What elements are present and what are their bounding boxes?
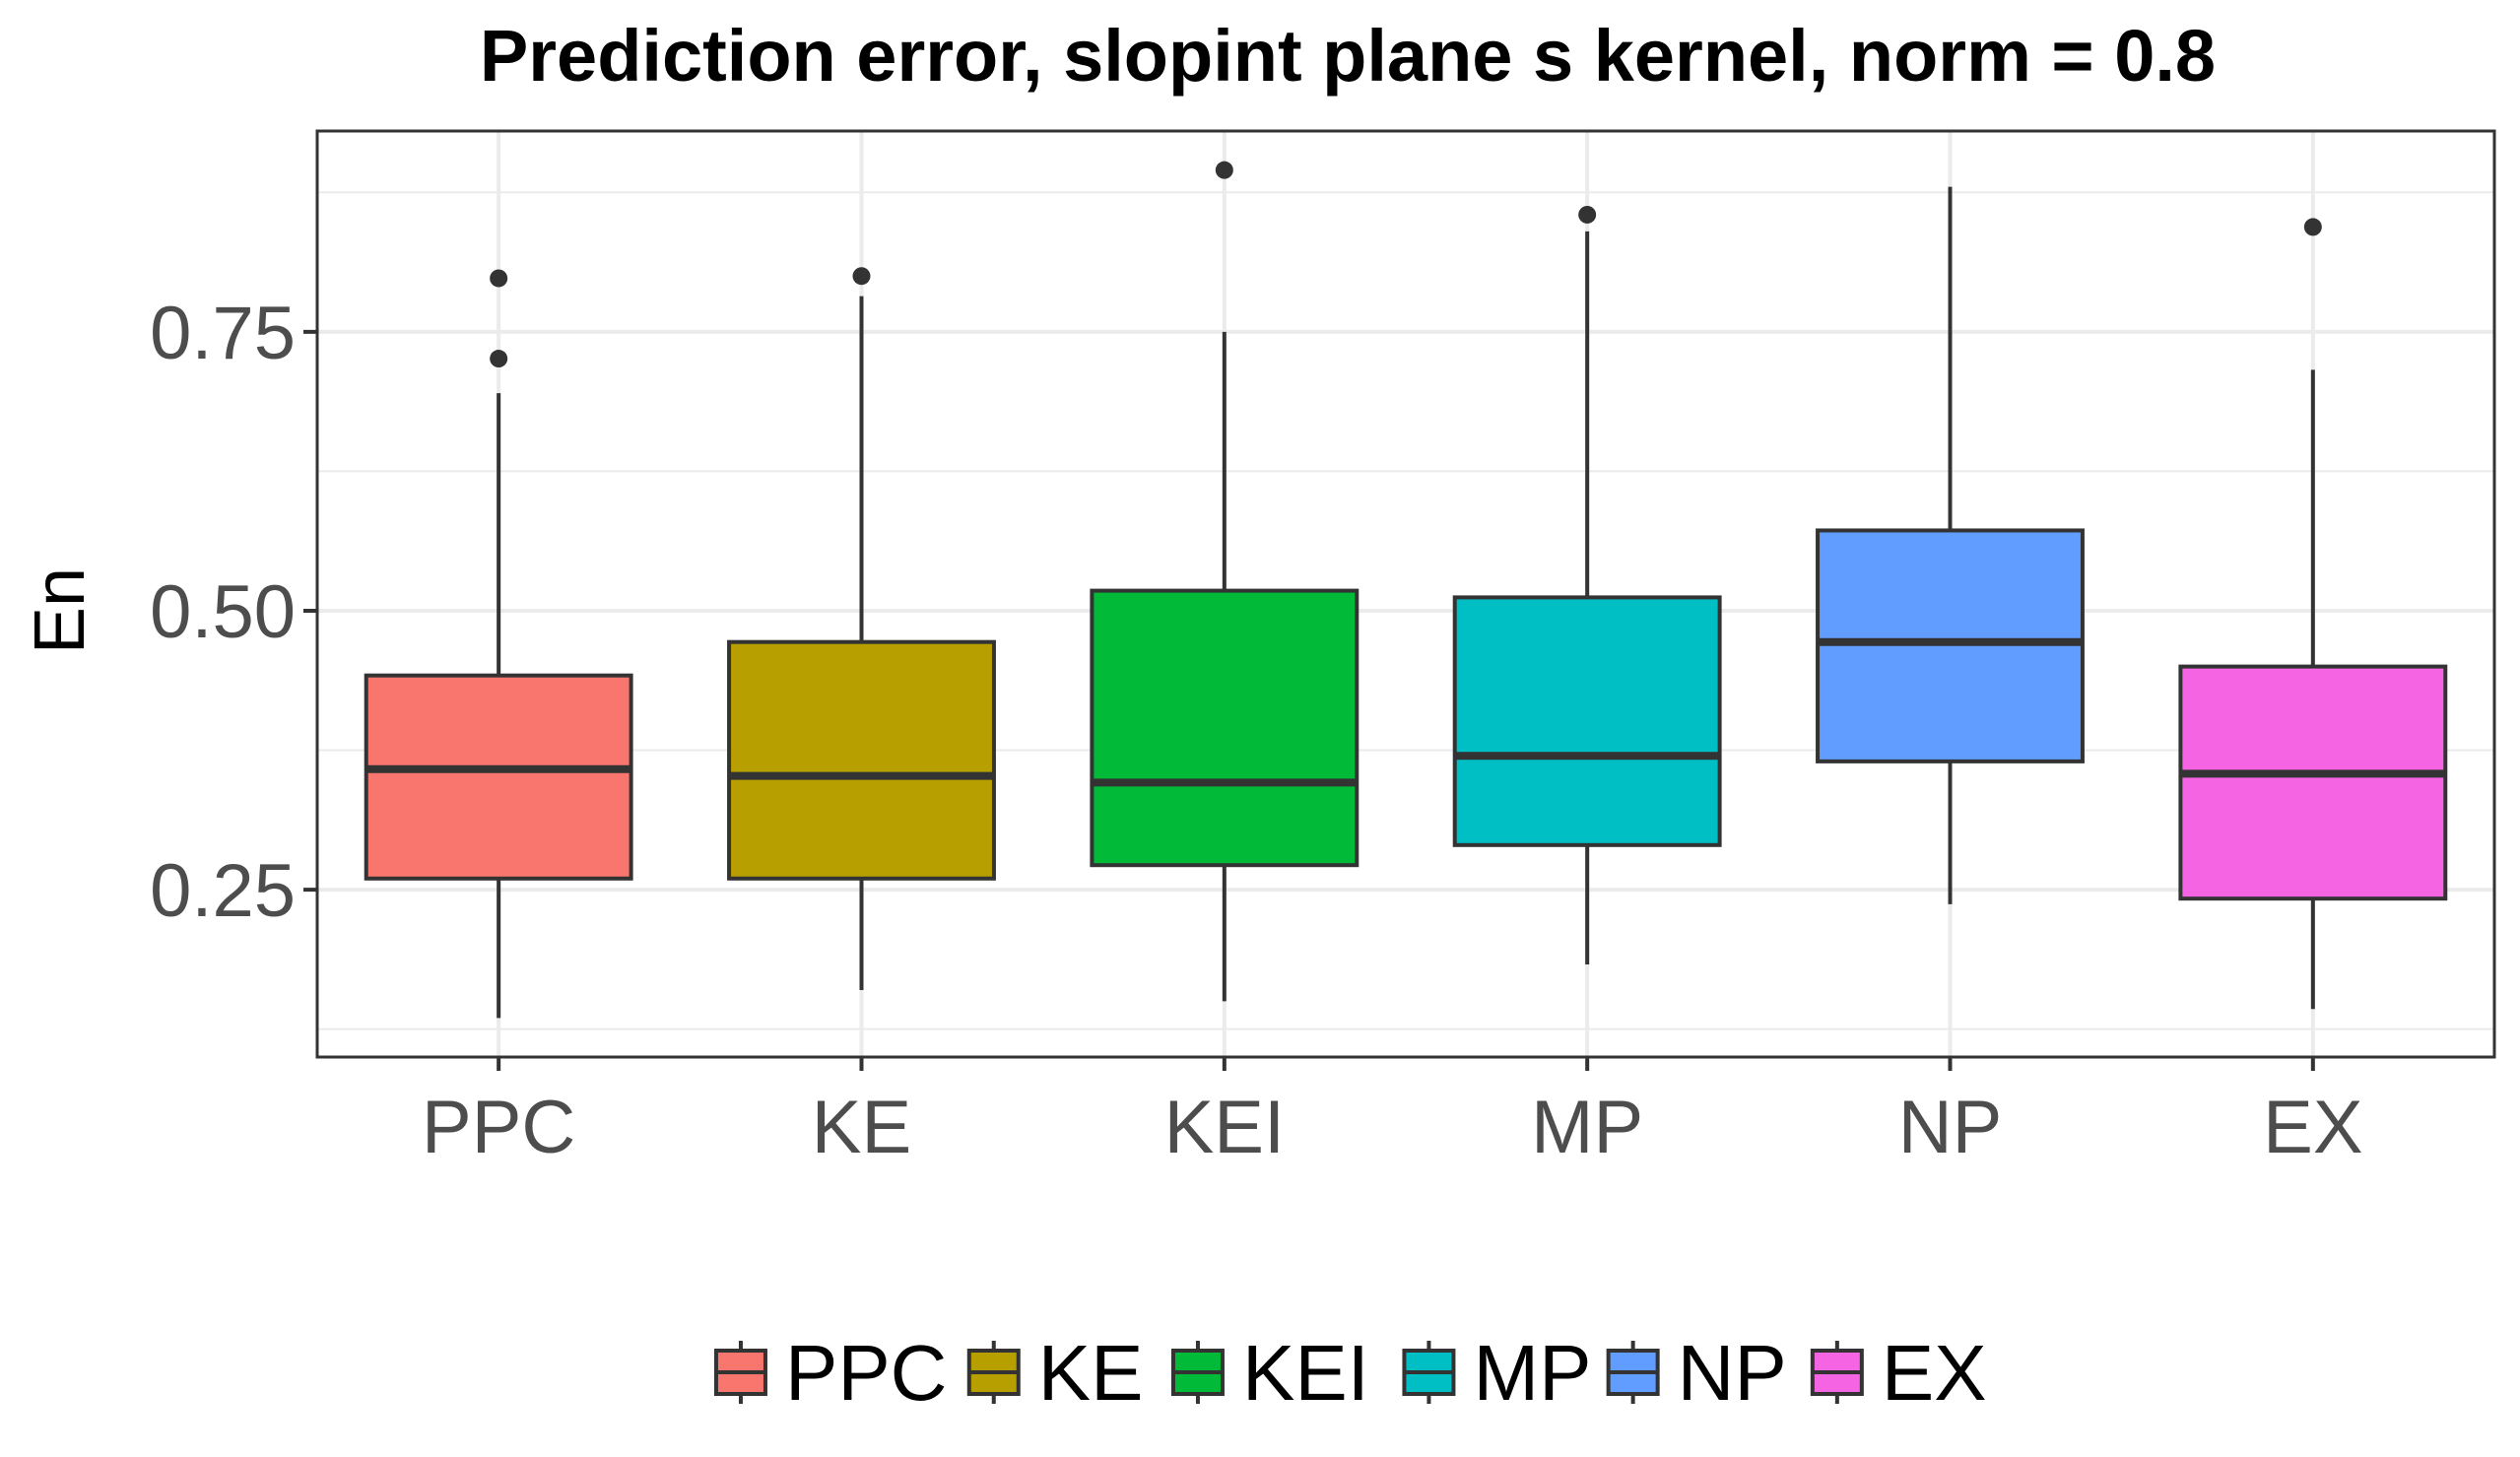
legend: PPC KE KEI MP NP EX xyxy=(713,1329,1987,1417)
legend-label: NP xyxy=(1678,1329,1787,1417)
legend-label: EX xyxy=(1882,1329,1987,1417)
box-np xyxy=(1816,186,2085,904)
plot-border xyxy=(315,129,2496,1059)
x-tick-label: KE xyxy=(812,1086,911,1169)
box-ppc xyxy=(364,269,633,1019)
x-tick-label: KEI xyxy=(1164,1086,1286,1169)
outlier-point xyxy=(1578,205,1597,224)
outlier-point xyxy=(2303,218,2322,236)
y-axis-label: En xyxy=(21,567,99,654)
box-iqr xyxy=(727,639,996,881)
x-tick-label: EX xyxy=(2263,1086,2362,1169)
legend-label: MP xyxy=(1473,1329,1591,1417)
plot-background xyxy=(317,131,2494,1057)
legend-label: KE xyxy=(1038,1329,1144,1417)
legend-label: KEI xyxy=(1242,1329,1369,1417)
box-iqr xyxy=(2178,664,2448,901)
box-ex xyxy=(2178,218,2448,1010)
plot-area: 0.25 0.50 0.75 PPC KE KEI MP NP EX xyxy=(150,129,2496,1169)
legend-item-mp: MP xyxy=(1402,1329,1591,1417)
legend-item-np: NP xyxy=(1606,1329,1787,1417)
y-tick-label: 0.50 xyxy=(150,570,296,654)
legend-item-ex: EX xyxy=(1810,1329,1987,1417)
chart-title: Prediction error, slopint plane s kernel… xyxy=(480,15,2216,97)
box-iqr xyxy=(1452,595,1722,847)
x-tick-label: PPC xyxy=(422,1086,575,1169)
outlier-point xyxy=(490,269,508,288)
outlier-point xyxy=(1215,161,1233,179)
legend-item-ppc: PPC xyxy=(713,1329,948,1417)
box-kei xyxy=(1090,161,1359,1002)
y-tick-label: 0.25 xyxy=(150,849,296,933)
legend-label: PPC xyxy=(785,1329,948,1417)
outlier-point xyxy=(852,267,871,286)
legend-item-kei: KEI xyxy=(1170,1329,1369,1417)
x-tick-label: MP xyxy=(1531,1086,1643,1169)
box-iqr xyxy=(1090,588,1359,868)
y-tick-label: 0.75 xyxy=(150,292,296,375)
x-tick-label: NP xyxy=(1898,1086,2003,1169)
legend-item-ke: KE xyxy=(966,1329,1144,1417)
box-iqr xyxy=(364,673,633,881)
outlier-point xyxy=(490,350,508,368)
box-mp xyxy=(1452,205,1722,964)
box-ke xyxy=(727,267,996,991)
